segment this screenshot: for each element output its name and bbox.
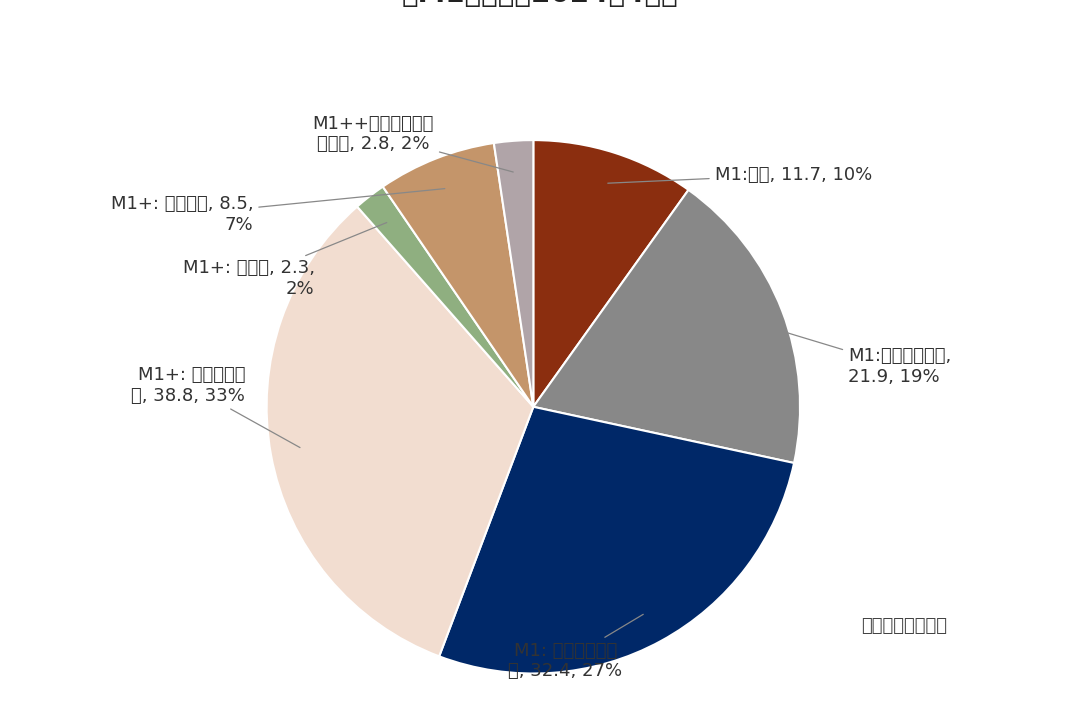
Wedge shape [267,207,534,656]
Wedge shape [494,140,534,407]
Text: M1: 财政性活期存
款, 32.4, 27%: M1: 财政性活期存 款, 32.4, 27% [509,615,644,680]
Wedge shape [382,143,534,407]
Wedge shape [357,187,534,407]
Text: M1++：非现金的日
开理财, 2.8, 2%: M1++：非现金的日 开理财, 2.8, 2% [312,115,513,172]
Wedge shape [534,190,800,463]
Text: M1+: 现金理财, 8.5,
7%: M1+: 现金理财, 8.5, 7% [110,189,445,234]
Wedge shape [534,140,688,407]
Text: M1:企业活期存款,
21.9, 19%: M1:企业活期存款, 21.9, 19% [755,323,951,386]
Text: M1+: 备付金, 2.3,
2%: M1+: 备付金, 2.3, 2% [183,223,387,298]
Title: 类M1的资金（2024年4月）: 类M1的资金（2024年4月） [402,0,678,8]
Text: M1:现金, 11.7, 10%: M1:现金, 11.7, 10% [608,166,872,184]
Text: （万亿元，占比）: （万亿元，占比） [861,617,947,635]
Text: M1+: 居民活期存
款, 38.8, 33%: M1+: 居民活期存 款, 38.8, 33% [132,366,300,448]
Wedge shape [440,407,794,674]
